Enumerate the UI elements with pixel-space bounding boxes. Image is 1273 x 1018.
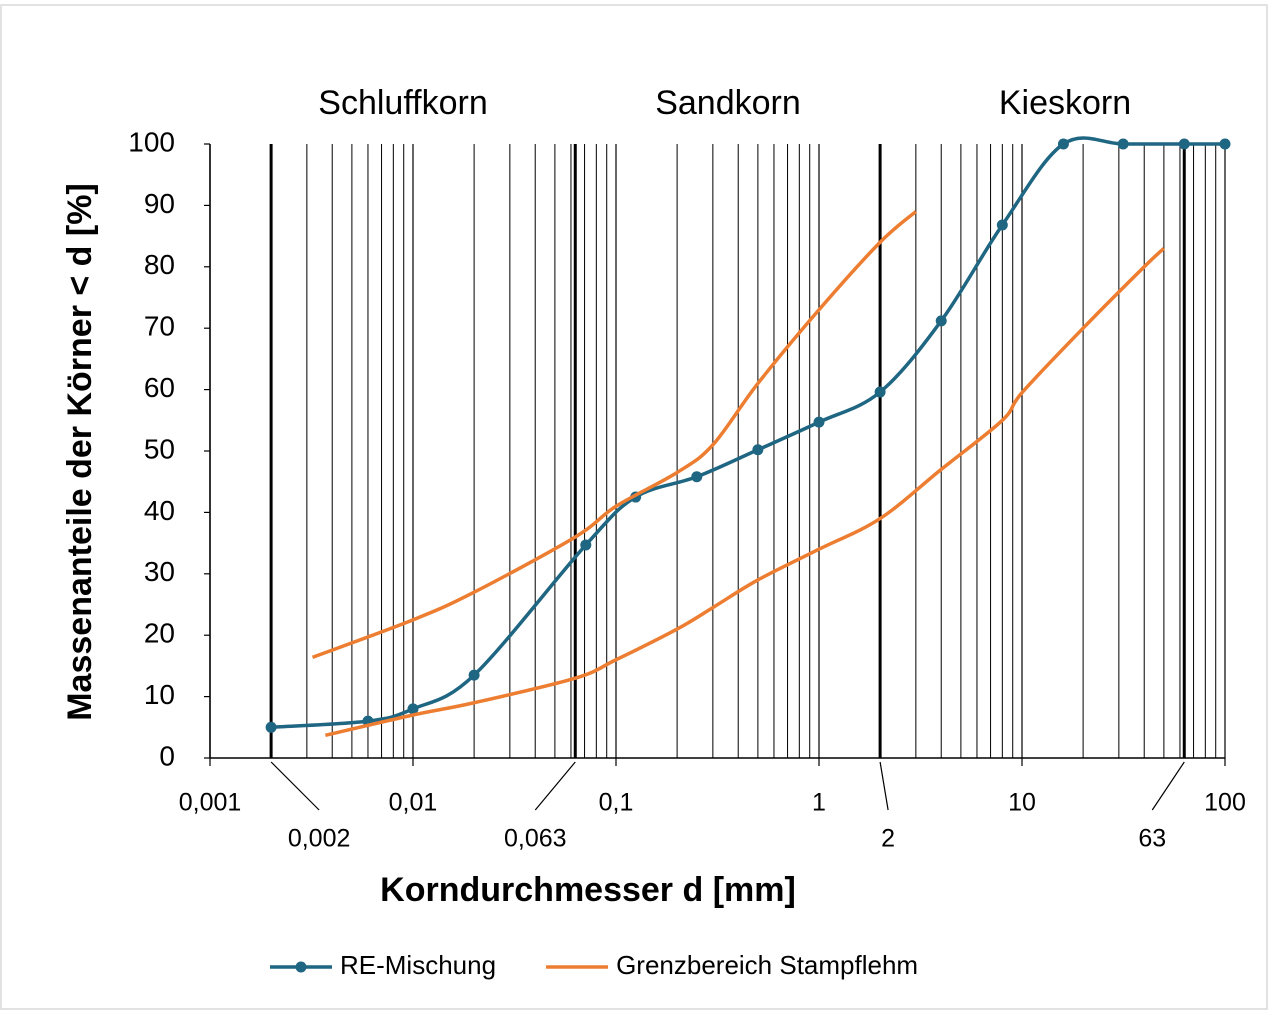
series-point bbox=[580, 539, 592, 551]
series-point bbox=[1117, 138, 1129, 150]
boundary-leader bbox=[1151, 761, 1185, 811]
boundary-label: 2 bbox=[881, 825, 895, 853]
y-tick-label: 60 bbox=[144, 372, 175, 403]
y-tick-label: 10 bbox=[144, 679, 175, 710]
y-tick-label: 80 bbox=[144, 249, 175, 280]
y-tick-label: 70 bbox=[144, 311, 175, 342]
y-tick-label: 0 bbox=[159, 740, 175, 771]
series-point bbox=[813, 416, 825, 428]
series-point bbox=[752, 444, 764, 456]
series-line bbox=[324, 247, 1166, 737]
y-axis-label: Massenanteile der Körner < d [%] bbox=[61, 183, 99, 721]
series-point bbox=[1219, 138, 1231, 150]
zone-label: Sandkorn bbox=[655, 84, 801, 122]
series-point bbox=[691, 471, 703, 483]
legend-label: RE-Mischung bbox=[340, 950, 496, 980]
x-tick-label: 0,01 bbox=[389, 789, 438, 817]
series-point bbox=[407, 703, 419, 715]
series-line bbox=[270, 136, 1225, 730]
x-tick-label: 100 bbox=[1204, 789, 1246, 817]
zone-label: Schluffkorn bbox=[318, 84, 487, 122]
y-tick-label: 20 bbox=[144, 618, 175, 649]
y-tick-label: 50 bbox=[144, 433, 175, 464]
y-tick-label: 100 bbox=[128, 126, 175, 157]
chart-frame bbox=[0, 4, 1268, 1010]
y-tick-label: 30 bbox=[144, 556, 175, 587]
boundary-label: 0,002 bbox=[288, 825, 351, 853]
series-point bbox=[1178, 138, 1190, 150]
zone-label: Kieskorn bbox=[999, 84, 1131, 122]
boundary-leader bbox=[879, 761, 889, 811]
series-point bbox=[996, 219, 1008, 231]
series-line bbox=[311, 210, 917, 659]
series-point bbox=[468, 669, 480, 681]
series-point bbox=[874, 386, 886, 398]
legend-marker bbox=[295, 961, 307, 973]
x-tick-label: 0,001 bbox=[179, 789, 242, 817]
series-point bbox=[1057, 138, 1069, 150]
boundary-label: 0,063 bbox=[504, 825, 567, 853]
boundary-label: 63 bbox=[1138, 825, 1166, 853]
legend-label: Grenzbereich Stampflehm bbox=[616, 950, 918, 980]
x-tick-label: 1 bbox=[812, 789, 826, 817]
x-axis-label: Korndurchmesser d [mm] bbox=[380, 871, 796, 909]
x-tick-label: 10 bbox=[1008, 789, 1036, 817]
series-point bbox=[935, 315, 947, 327]
boundary-leader bbox=[270, 761, 320, 811]
series-point bbox=[265, 721, 277, 733]
y-tick-label: 90 bbox=[144, 188, 175, 219]
y-tick-label: 40 bbox=[144, 495, 175, 526]
x-tick-label: 0,1 bbox=[599, 789, 634, 817]
boundary-leader bbox=[534, 761, 576, 811]
